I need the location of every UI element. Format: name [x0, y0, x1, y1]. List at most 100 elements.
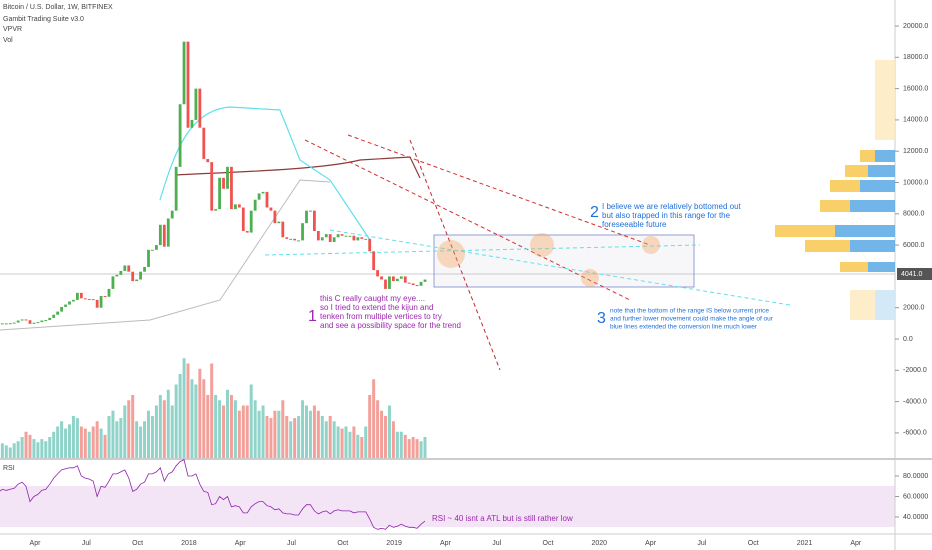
candle-body: [4, 323, 8, 325]
x-tick-label: Jul: [287, 540, 296, 547]
x-tick-label: Jul: [82, 540, 91, 547]
volume-bar: [178, 374, 182, 458]
volume-bar: [285, 416, 289, 458]
y-tick-label: 2000.0: [903, 305, 925, 312]
annotation-number: 1: [308, 308, 317, 325]
volume-bar: [265, 416, 269, 458]
candle-body: [115, 274, 119, 277]
annotation-line: and see a possibility space for the tren…: [320, 321, 461, 330]
volume-bar: [411, 437, 415, 458]
candle-body: [107, 288, 111, 297]
candle-body: [368, 238, 372, 252]
volume-bar: [210, 363, 214, 458]
candle-body: [198, 88, 202, 128]
candle-body: [360, 237, 364, 239]
volume-bar: [340, 428, 344, 458]
candle-body: [111, 276, 115, 289]
volume-bar: [277, 410, 281, 458]
candle-body: [411, 283, 415, 286]
candle-body: [119, 270, 123, 275]
candle-body: [328, 234, 332, 242]
volume-bar: [206, 395, 210, 458]
volume-bar: [79, 426, 83, 458]
y-tick-label: -2000.0: [903, 367, 927, 374]
y-tick-label: 12000.0: [903, 148, 928, 155]
candle-body: [155, 245, 158, 250]
volume-bar: [257, 410, 261, 458]
candle-body: [64, 304, 67, 307]
last-price-label: 4041.0: [901, 271, 923, 278]
candle-body: [285, 237, 289, 239]
volume-bar: [143, 421, 147, 458]
volume-bar: [16, 441, 20, 458]
candle-body: [372, 251, 376, 271]
volume-bar: [214, 395, 218, 458]
candle-body: [273, 210, 277, 224]
annotation-line: tenken from multiple vertices to try: [320, 312, 442, 321]
candle-body: [178, 104, 182, 167]
candle-body: [324, 234, 328, 238]
annotation-line: so I tried to extend the kijun and: [320, 303, 433, 312]
volume-bar: [237, 410, 241, 458]
volume-bar: [249, 384, 253, 458]
candle-body: [277, 221, 281, 224]
candle-body: [60, 306, 63, 312]
x-tick-label: Apr: [235, 540, 247, 547]
candle-body: [320, 237, 324, 241]
volume-bar: [150, 416, 154, 458]
candle-body: [186, 41, 190, 128]
x-tick-label: 2019: [386, 540, 402, 547]
volume-bar: [297, 416, 301, 458]
candle-body: [348, 235, 352, 237]
y-tick-label: -6000.0: [903, 430, 927, 437]
volume-bar: [269, 418, 273, 458]
volume-bar: [218, 400, 222, 458]
volume-bar: [229, 395, 233, 458]
candle-body: [281, 221, 285, 238]
candle-body: [151, 249, 154, 251]
volume-bar: [123, 405, 127, 458]
x-tick-label: Jul: [492, 540, 501, 547]
volume-bar: [8, 447, 12, 458]
volume-bar: [87, 431, 91, 458]
volume-bar: [344, 426, 348, 458]
candle-body: [170, 210, 174, 219]
candle-body: [206, 159, 210, 163]
candle-body: [131, 271, 135, 282]
y-tick-label: 6000.0: [903, 242, 925, 249]
candle-body: [91, 299, 95, 301]
candle-body: [8, 323, 12, 325]
volume-bar: [261, 405, 265, 458]
x-tick-label: 2020: [592, 540, 608, 547]
volume-bar: [20, 437, 24, 458]
candle-body: [139, 271, 142, 280]
volume-bar: [147, 410, 150, 458]
rsi-band: [0, 486, 895, 527]
candle-body: [194, 88, 198, 120]
annotation-line: this C really caught my eye....: [320, 294, 425, 303]
candle-body: [261, 191, 265, 194]
y-tick-label: 18000.0: [903, 54, 928, 61]
annotation-line: I believe we are relatively bottomed out: [602, 202, 742, 211]
candle-body: [249, 210, 253, 233]
volume-bar: [312, 405, 316, 458]
volume-bar: [12, 443, 16, 458]
candle-body: [380, 276, 383, 280]
volume-bar: [364, 426, 368, 458]
candle-body: [32, 322, 36, 324]
volume-bar: [186, 363, 190, 458]
annotation-line: blue lines extended the conversion line …: [610, 324, 758, 331]
volume-bar: [44, 441, 48, 458]
candle-body: [20, 319, 24, 321]
volume-bar: [328, 416, 332, 458]
candle-body: [166, 218, 170, 247]
candle-body: [79, 292, 83, 299]
volume-bar: [202, 379, 206, 458]
x-tick-label: Apr: [30, 540, 42, 547]
candle-body: [237, 204, 241, 208]
volume-bar: [56, 426, 60, 458]
volume-bar: [194, 384, 198, 458]
candle-body: [336, 234, 340, 238]
volume-bar: [64, 428, 68, 458]
volume-bar: [273, 410, 277, 458]
